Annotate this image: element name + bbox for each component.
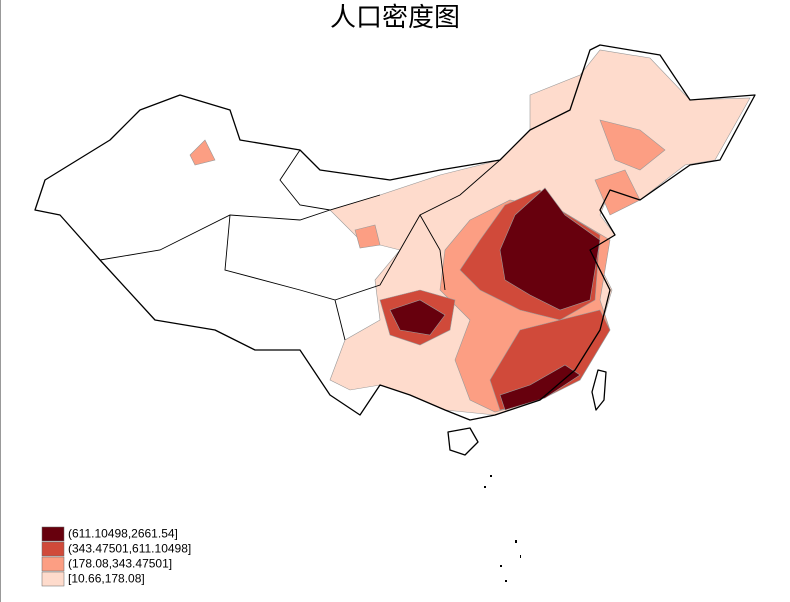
region xyxy=(354,224,381,249)
legend-swatch xyxy=(41,541,65,557)
province-border xyxy=(279,149,381,211)
region xyxy=(499,364,581,411)
region-fills xyxy=(189,49,751,416)
region xyxy=(389,299,446,336)
legend-label: (343.47501,611.10498] xyxy=(68,542,191,556)
province-border xyxy=(224,214,346,341)
country-outline xyxy=(34,44,756,456)
region xyxy=(189,139,216,166)
legend-label: (611.10498,2661.54] xyxy=(68,527,178,541)
region xyxy=(489,309,611,411)
legend-label: [10.66,178.08] xyxy=(68,572,145,586)
legend-swatch xyxy=(41,571,65,587)
legend-swatch xyxy=(41,556,65,572)
islands xyxy=(484,475,521,582)
legend: (611.10498,2661.54](343.47501,611.10498]… xyxy=(41,526,191,587)
province-border xyxy=(419,214,446,291)
region xyxy=(499,187,601,311)
legend-label: (178.08,343.47501] xyxy=(68,557,172,571)
legend-swatch xyxy=(41,526,65,542)
border xyxy=(591,369,607,411)
border xyxy=(447,427,479,456)
region xyxy=(599,119,666,171)
province-border xyxy=(334,159,501,301)
border xyxy=(34,44,756,421)
map-title: 人口密度图 xyxy=(330,3,460,33)
province-border xyxy=(99,209,331,261)
